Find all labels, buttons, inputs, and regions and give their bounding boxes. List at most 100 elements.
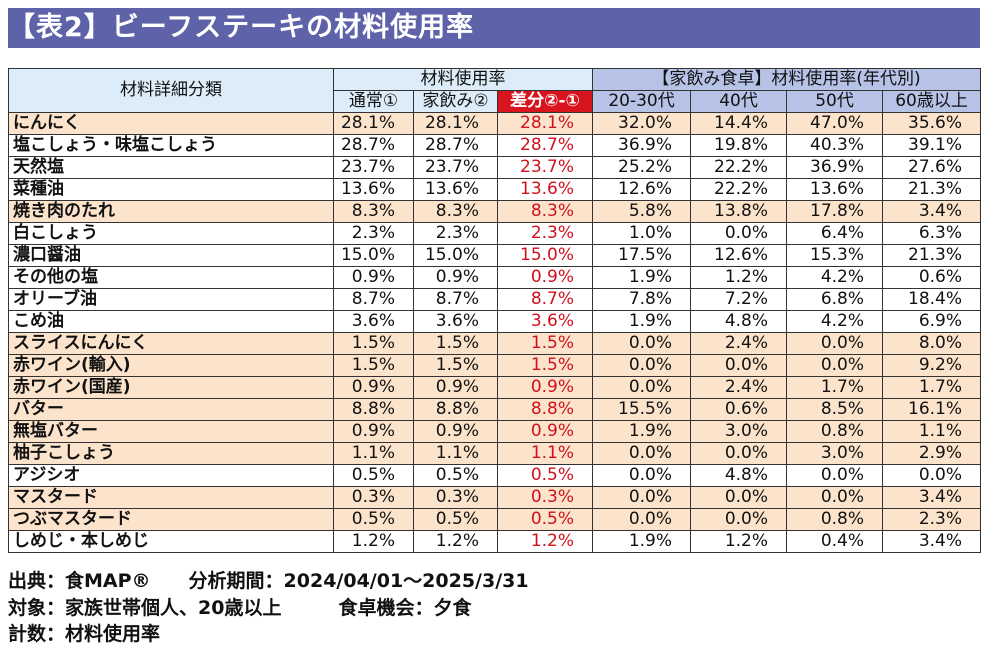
cell-value: 0.0% — [592, 442, 692, 465]
table-row: にんにく 28.1% 28.1% 28.1% 32.0% 14.4% 47.0% 35.6% — [8, 112, 982, 135]
header-age-20-30: 20-30代 — [592, 90, 692, 113]
table-row: 赤ワイン(輸入) 1.5% 1.5% 1.5% 0.0% 0.0% 0.0% 9.2% — [8, 354, 982, 377]
cell-value: 21.3% — [882, 178, 982, 201]
cell-value: 28.1% — [333, 112, 414, 135]
cell-value: 1.0% — [592, 222, 692, 245]
cell-value: 8.3% — [413, 200, 498, 223]
cell-value: 1.7% — [786, 376, 884, 399]
cell-value: 0.9% — [413, 266, 498, 289]
cell-value: 28.1% — [496, 112, 594, 135]
cell-value: 0.5% — [496, 508, 594, 531]
cell-value: 27.6% — [882, 156, 982, 179]
header-age-40: 40代 — [690, 90, 788, 113]
cell-value: 0.0% — [786, 464, 884, 487]
table-row: つぶマスタード 0.5% 0.5% 0.5% 0.0% 0.0% 0.8% 2.3% — [8, 508, 982, 531]
table-row: その他の塩 0.9% 0.9% 0.9% 1.9% 1.2% 4.2% 0.6% — [8, 266, 982, 289]
table-row: オリーブ油 8.7% 8.7% 8.7% 7.8% 7.2% 6.8% 18.4% — [8, 288, 982, 311]
cell-value: 13.6% — [496, 178, 594, 201]
cell-value: 15.0% — [333, 244, 414, 267]
cell-value: 28.7% — [333, 134, 414, 157]
cell-value: 21.3% — [882, 244, 982, 267]
cell-value: 14.4% — [690, 112, 788, 135]
cell-value: 1.2% — [496, 530, 594, 553]
cell-value: 0.0% — [592, 508, 692, 531]
cell-value: 1.9% — [592, 420, 692, 443]
cell-value: 0.9% — [333, 420, 414, 443]
cell-value: 8.8% — [496, 398, 594, 421]
cell-value: 4.2% — [786, 310, 884, 333]
row-label: こめ油 — [8, 310, 334, 333]
cell-value: 0.5% — [496, 464, 594, 487]
cell-value: 0.0% — [592, 376, 692, 399]
row-label: 天然塩 — [8, 156, 334, 179]
table-row: 無塩バター 0.9% 0.9% 0.9% 1.9% 3.0% 0.8% 1.1% — [8, 420, 982, 443]
cell-value: 2.3% — [496, 222, 594, 245]
cell-value: 1.2% — [333, 530, 414, 553]
cell-value: 17.8% — [786, 200, 884, 223]
table-row: 白こしょう 2.3% 2.3% 2.3% 1.0% 0.0% 6.4% 6.3% — [8, 222, 982, 245]
cell-value: 3.4% — [882, 486, 982, 509]
cell-value: 8.3% — [496, 200, 594, 223]
cell-value: 1.2% — [413, 530, 498, 553]
cell-value: 0.3% — [496, 486, 594, 509]
cell-value: 1.7% — [882, 376, 982, 399]
cell-value: 0.0% — [786, 332, 884, 355]
cell-value: 8.0% — [882, 332, 982, 355]
cell-value: 0.0% — [786, 354, 884, 377]
cell-value: 3.0% — [786, 442, 884, 465]
cell-value: 0.0% — [592, 354, 692, 377]
cell-value: 17.5% — [592, 244, 692, 267]
cell-value: 7.8% — [592, 288, 692, 311]
cell-value: 3.6% — [413, 310, 498, 333]
cell-value: 28.7% — [413, 134, 498, 157]
row-label: 菜種油 — [8, 178, 334, 201]
row-label: 赤ワイン(国産) — [8, 376, 334, 399]
cell-value: 15.0% — [496, 244, 594, 267]
cell-value: 1.9% — [592, 530, 692, 553]
table-row: 塩こしょう・味塩こしょう 28.7% 28.7% 28.7% 36.9% 19.8% 40.… — [8, 134, 982, 157]
cell-value: 4.8% — [690, 310, 788, 333]
header-group-usage: 材料使用率 — [332, 68, 594, 91]
cell-value: 0.9% — [413, 376, 498, 399]
cell-value: 1.1% — [882, 420, 982, 443]
cell-value: 0.3% — [333, 486, 414, 509]
cell-value: 1.2% — [690, 266, 788, 289]
cell-value: 1.5% — [496, 332, 594, 355]
cell-value: 1.1% — [333, 442, 414, 465]
cell-value: 1.9% — [592, 266, 692, 289]
cell-value: 47.0% — [786, 112, 884, 135]
table-row: こめ油 3.6% 3.6% 3.6% 1.9% 4.8% 4.2% 6.9% — [8, 310, 982, 333]
cell-value: 2.3% — [333, 222, 414, 245]
cell-value: 0.9% — [496, 266, 594, 289]
table-row: 赤ワイン(国産) 0.9% 0.9% 0.9% 0.0% 2.4% 1.7% 1.7% — [8, 376, 982, 399]
row-label: しめじ・本しめじ — [8, 530, 334, 553]
cell-value: 0.9% — [333, 376, 414, 399]
cell-value: 1.5% — [413, 354, 498, 377]
footer-metric: 計数：材料使用率 — [8, 623, 161, 645]
cell-value: 6.4% — [786, 222, 884, 245]
cell-value: 15.3% — [786, 244, 884, 267]
cell-value: 8.8% — [333, 398, 414, 421]
cell-value: 0.0% — [592, 464, 692, 487]
cell-value: 0.9% — [496, 420, 594, 443]
cell-value: 1.5% — [496, 354, 594, 377]
cell-value: 3.4% — [882, 530, 982, 553]
cell-value: 8.3% — [333, 200, 414, 223]
cell-value: 0.0% — [690, 442, 788, 465]
cell-value: 3.6% — [496, 310, 594, 333]
row-label: 塩こしょう・味塩こしょう — [8, 134, 334, 157]
cell-value: 8.7% — [333, 288, 414, 311]
row-label: 焼き肉のたれ — [8, 200, 334, 223]
cell-value: 15.0% — [413, 244, 498, 267]
cell-value: 0.3% — [413, 486, 498, 509]
header-category: 材料詳細分類 — [8, 68, 334, 113]
cell-value: 5.8% — [592, 200, 692, 223]
cell-value: 9.2% — [882, 354, 982, 377]
cell-value: 1.5% — [413, 332, 498, 355]
row-label: 白こしょう — [8, 222, 334, 245]
header-home-drinking: 家飲み② — [413, 90, 498, 113]
cell-value: 3.0% — [690, 420, 788, 443]
cell-value: 0.9% — [496, 376, 594, 399]
row-label: スライスにんにく — [8, 332, 334, 355]
footer-target: 対象：家族世帯個人、20歳以上 食卓機会：夕食 — [8, 597, 472, 619]
